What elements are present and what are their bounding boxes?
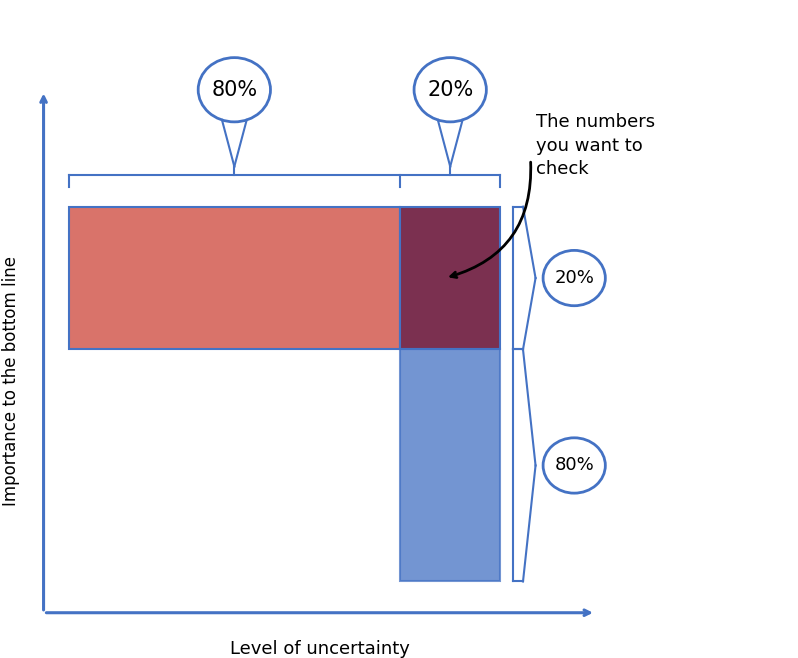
Bar [400,349,500,582]
Text: Level of uncertainty: Level of uncertainty [230,640,409,657]
Bar [69,207,400,349]
Bar [400,207,500,349]
Text: 20%: 20% [555,269,595,287]
Text: The numbers
you want to
check: The numbers you want to check [535,113,654,178]
Text: 20%: 20% [427,80,473,100]
Text: 80%: 80% [211,80,258,100]
Text: Importance to the bottom line: Importance to the bottom line [2,256,20,506]
Text: 80%: 80% [555,457,594,474]
